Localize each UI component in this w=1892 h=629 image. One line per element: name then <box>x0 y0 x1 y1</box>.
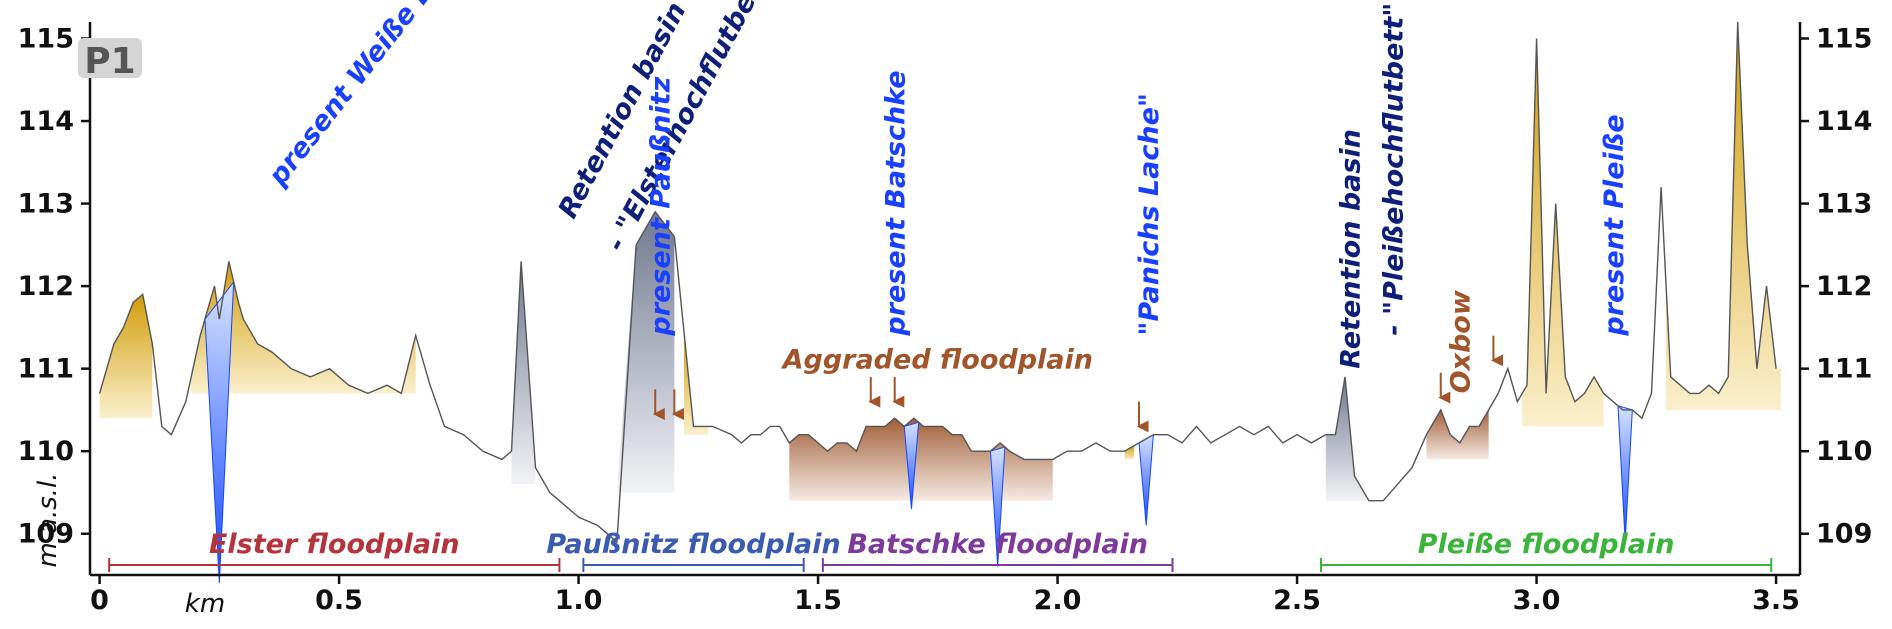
x-tick-label: 3.0 <box>1513 585 1561 616</box>
y-tick-label-right: 110 <box>1816 436 1872 467</box>
elevated-area <box>190 261 416 394</box>
annotation-label: present Paußnitz <box>646 76 677 336</box>
y-tick-label-right: 112 <box>1816 271 1872 302</box>
y-tick-label-right: 111 <box>1816 354 1872 385</box>
annotation-label: present Pleiße <box>1599 114 1630 336</box>
retention-area <box>1325 376 1374 501</box>
y-tick-label: 111 <box>18 354 74 385</box>
reach-label: Elster floodplain <box>209 529 460 560</box>
y-tick-label: 113 <box>18 189 74 220</box>
annotation-label: "Panichs Lache" <box>1134 93 1165 336</box>
chart-annotations: present Weiße Elster Retention basin- "El… <box>262 0 1630 433</box>
elevated-area <box>1665 22 1781 410</box>
retention-area <box>511 261 536 485</box>
x-tick-label: 2.5 <box>1273 585 1321 616</box>
y-tick-label-right: 109 <box>1816 519 1872 550</box>
channel-cut <box>989 446 1006 567</box>
channel-cut <box>204 280 235 584</box>
retention-area <box>616 211 675 493</box>
reach-label: Paußnitz floodplain <box>546 529 840 560</box>
x-tick-label: 0.5 <box>315 585 363 616</box>
channel-cut <box>903 421 920 510</box>
elevation-profile-line <box>98 21 1777 544</box>
y-tick-label: 109 <box>18 519 74 550</box>
elevated-area <box>99 294 153 419</box>
channel-cut <box>1617 405 1633 543</box>
profile-line <box>98 21 1777 544</box>
oxbow-area <box>1426 409 1489 460</box>
channel-cut <box>1138 433 1154 526</box>
elevated-area <box>1124 445 1135 460</box>
chart-axes: 109 109 110 110 111 111 112 112 113 113 114 114 115 1… <box>18 22 1872 616</box>
x-axis-label: km <box>185 589 225 619</box>
annotation-label: present Weiße Elster <box>262 0 484 192</box>
y-tick-label-right: 115 <box>1816 24 1872 55</box>
annotation-label: - "Pleißehochflutbett" <box>1378 3 1409 336</box>
panel-label-badge <box>78 38 142 78</box>
annotation-label: Aggraded floodplain <box>781 345 1093 376</box>
reach-label: Batschke floodplain <box>847 529 1148 560</box>
y-tick-label: 115 <box>18 24 74 55</box>
y-tick-label: 110 <box>18 436 74 467</box>
y-axis-label: m a.s.l. <box>33 472 63 567</box>
annotation-label: Oxbow <box>1446 289 1477 393</box>
y-tick-label: 112 <box>18 271 74 302</box>
channel-cuts <box>204 280 1633 584</box>
x-tick-label: 0 <box>90 585 109 616</box>
reach-label: Pleiße floodplain <box>1418 529 1675 560</box>
x-tick-label: 2.0 <box>1034 585 1082 616</box>
annotation-label: Retention basin <box>1335 129 1366 369</box>
y-tick-label-right: 114 <box>1816 106 1872 137</box>
panel-label: P1 <box>84 41 135 82</box>
elevated-area <box>1522 38 1604 427</box>
x-tick-label: 3.5 <box>1752 585 1800 616</box>
x-tick-label: 1.0 <box>555 585 603 616</box>
x-tick-label: 1.5 <box>794 585 842 616</box>
annotation-label: present Batschke <box>880 70 911 336</box>
aggraded-area <box>789 418 1053 501</box>
floodplain-reaches: Elster floodplain Paußnitz floodplain Bats… <box>108 529 1773 572</box>
elevated-area <box>683 331 708 435</box>
y-tick-label-right: 113 <box>1816 189 1872 220</box>
y-tick-label: 114 <box>18 106 74 137</box>
